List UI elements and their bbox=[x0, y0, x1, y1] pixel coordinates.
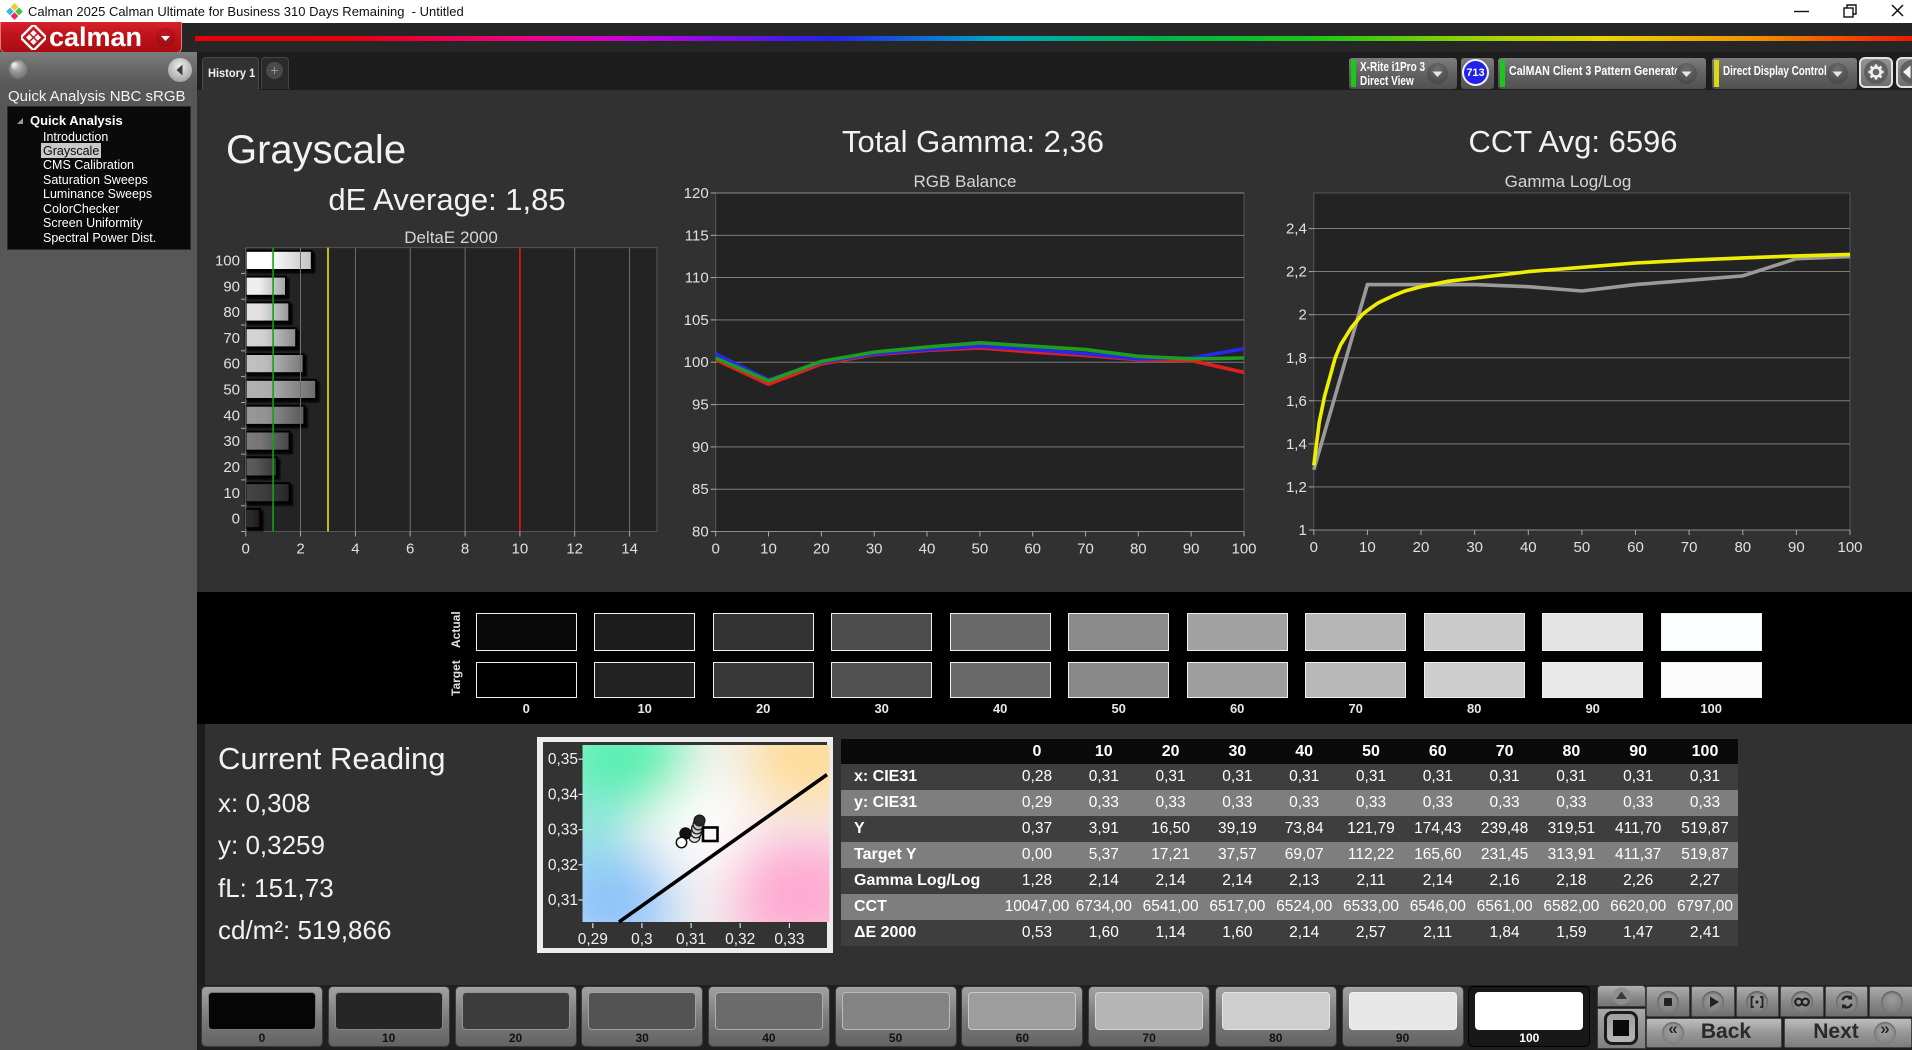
svg-text:100: 100 bbox=[1231, 541, 1256, 558]
svg-text:10: 10 bbox=[760, 541, 777, 558]
svg-text:100: 100 bbox=[684, 354, 709, 371]
svg-text:80: 80 bbox=[223, 304, 240, 321]
svg-text:0,32: 0,32 bbox=[725, 931, 755, 948]
svg-text:30: 30 bbox=[223, 433, 240, 450]
svg-text:40: 40 bbox=[1520, 539, 1537, 556]
svg-text:12: 12 bbox=[566, 541, 583, 558]
svg-text:1,8: 1,8 bbox=[1286, 350, 1307, 367]
svg-text:80: 80 bbox=[1734, 539, 1751, 556]
svg-text:70: 70 bbox=[1077, 541, 1094, 558]
svg-text:100: 100 bbox=[215, 253, 240, 270]
svg-text:0,34: 0,34 bbox=[548, 786, 579, 803]
svg-text:40: 40 bbox=[919, 541, 936, 558]
svg-text:100: 100 bbox=[1837, 539, 1862, 556]
svg-text:90: 90 bbox=[1788, 539, 1805, 556]
svg-text:115: 115 bbox=[685, 227, 709, 244]
svg-text:110: 110 bbox=[685, 270, 709, 287]
svg-text:70: 70 bbox=[223, 330, 240, 347]
svg-text:0,33: 0,33 bbox=[548, 822, 578, 839]
svg-text:85: 85 bbox=[692, 481, 709, 498]
svg-text:2: 2 bbox=[1298, 307, 1306, 324]
svg-text:1: 1 bbox=[1298, 522, 1306, 539]
svg-text:0,32: 0,32 bbox=[548, 857, 578, 874]
svg-text:0,29: 0,29 bbox=[578, 931, 608, 948]
svg-text:DeltaE 2000: DeltaE 2000 bbox=[404, 228, 498, 247]
svg-text:10: 10 bbox=[1359, 539, 1376, 556]
svg-text:0,33: 0,33 bbox=[774, 931, 804, 948]
svg-text:105: 105 bbox=[684, 312, 709, 329]
svg-text:50: 50 bbox=[972, 541, 989, 558]
svg-text:0,31: 0,31 bbox=[676, 931, 706, 948]
svg-text:0,3: 0,3 bbox=[631, 931, 653, 948]
svg-text:1,6: 1,6 bbox=[1286, 393, 1307, 410]
svg-text:2,2: 2,2 bbox=[1286, 264, 1307, 281]
svg-text:10: 10 bbox=[223, 485, 240, 502]
svg-text:2: 2 bbox=[296, 541, 304, 558]
svg-text:20: 20 bbox=[813, 541, 830, 558]
svg-text:4: 4 bbox=[351, 541, 359, 558]
svg-text:90: 90 bbox=[223, 278, 240, 295]
svg-text:50: 50 bbox=[1574, 539, 1591, 556]
svg-text:70: 70 bbox=[1681, 539, 1698, 556]
svg-text:30: 30 bbox=[866, 541, 883, 558]
svg-text:20: 20 bbox=[1413, 539, 1430, 556]
svg-text:10: 10 bbox=[512, 541, 529, 558]
svg-text:0: 0 bbox=[1310, 539, 1318, 556]
svg-text:0,35: 0,35 bbox=[548, 751, 578, 768]
svg-text:CCT Avg: 6596: CCT Avg: 6596 bbox=[1468, 124, 1677, 159]
svg-text:0: 0 bbox=[232, 511, 240, 528]
svg-text:2,4: 2,4 bbox=[1286, 221, 1307, 238]
svg-text:95: 95 bbox=[692, 397, 709, 414]
svg-text:8: 8 bbox=[461, 541, 469, 558]
svg-text:80: 80 bbox=[692, 524, 709, 541]
svg-text:90: 90 bbox=[692, 439, 709, 456]
svg-text:0: 0 bbox=[712, 541, 720, 558]
svg-text:14: 14 bbox=[621, 541, 638, 558]
svg-text:50: 50 bbox=[223, 382, 240, 399]
svg-text:1,2: 1,2 bbox=[1286, 479, 1307, 496]
svg-text:6: 6 bbox=[406, 541, 414, 558]
svg-text:40: 40 bbox=[223, 407, 240, 424]
svg-text:Gamma Log/Log: Gamma Log/Log bbox=[1505, 172, 1632, 191]
svg-text:1,4: 1,4 bbox=[1286, 436, 1307, 453]
svg-text:80: 80 bbox=[1130, 541, 1147, 558]
svg-text:0,31: 0,31 bbox=[548, 892, 578, 909]
svg-text:Grayscale: Grayscale bbox=[226, 128, 406, 172]
svg-text:60: 60 bbox=[223, 356, 240, 373]
svg-text:Total Gamma: 2,36: Total Gamma: 2,36 bbox=[842, 124, 1104, 159]
svg-text:RGB Balance: RGB Balance bbox=[914, 172, 1017, 191]
svg-text:90: 90 bbox=[1183, 541, 1200, 558]
svg-text:60: 60 bbox=[1627, 539, 1644, 556]
svg-text:20: 20 bbox=[223, 459, 240, 476]
svg-text:60: 60 bbox=[1024, 541, 1041, 558]
svg-text:dE Average: 1,85: dE Average: 1,85 bbox=[328, 182, 565, 217]
svg-text:120: 120 bbox=[684, 185, 709, 202]
svg-text:30: 30 bbox=[1466, 539, 1483, 556]
svg-text:0: 0 bbox=[242, 541, 250, 558]
